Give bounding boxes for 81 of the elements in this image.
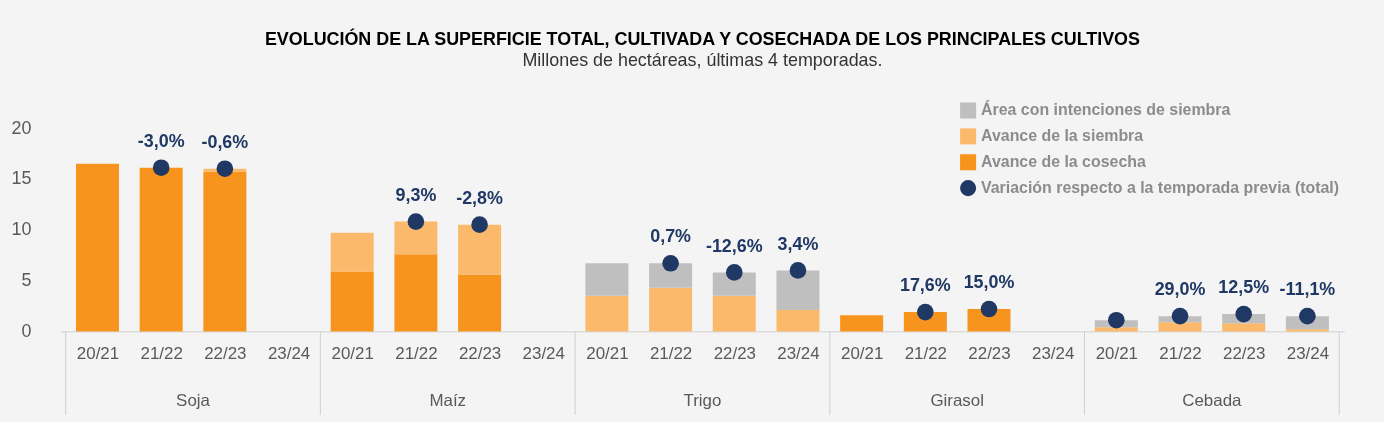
annotation: 29,0% bbox=[1154, 279, 1206, 300]
point bbox=[216, 160, 234, 178]
x-tick-label: 23/24 bbox=[1032, 343, 1075, 363]
text: Trigo bbox=[683, 391, 722, 411]
point bbox=[1108, 311, 1125, 329]
annotation: 15,0% bbox=[963, 272, 1015, 293]
legend-label: Avance de la cosecha bbox=[981, 153, 1146, 171]
point bbox=[1171, 307, 1189, 325]
x-tick-label: 22/23 bbox=[458, 343, 502, 363]
annotation: -0,6% bbox=[201, 131, 249, 152]
y-tick-label: 20 bbox=[11, 117, 32, 138]
x-tick-label: 21/22 bbox=[904, 343, 947, 363]
bar bbox=[712, 295, 756, 332]
annotation: 9,3% bbox=[395, 184, 437, 205]
annotation: -2,8% bbox=[456, 187, 504, 208]
point bbox=[789, 262, 807, 279]
bar bbox=[1222, 323, 1266, 332]
bar bbox=[458, 274, 502, 332]
x-tick-label: 21/22 bbox=[649, 343, 693, 363]
annotation: -12,6% bbox=[705, 235, 763, 256]
bar bbox=[394, 254, 438, 332]
legend-label: Avance de la siembra bbox=[981, 127, 1144, 145]
x-tick-label: 20/21 bbox=[331, 343, 374, 363]
x-tick-label: 20/21 bbox=[76, 343, 120, 363]
x-tick-label: 22/23 bbox=[204, 343, 247, 363]
point bbox=[917, 303, 934, 321]
chart-subtitle: Millones de hectáreas, últimas 4 temporadas. bbox=[522, 49, 883, 70]
chart-title: EVOLUCIÓN DE LA SUPERFICIE TOTAL, CULTIVADA Y COSECHADA DE LOS PRINCIPALES CULTIVOS bbox=[264, 27, 1141, 49]
x-tick-label: 21/22 bbox=[1159, 343, 1202, 363]
x-tick-label: 20/21 bbox=[586, 343, 629, 363]
bar bbox=[394, 221, 438, 255]
text: Soja bbox=[176, 391, 211, 411]
x-tick-label: 23/24 bbox=[777, 343, 820, 363]
bar bbox=[458, 224, 502, 275]
legend-label: Área con intenciones de siembra bbox=[981, 100, 1231, 119]
annotation: 3,4% bbox=[777, 233, 819, 254]
x-tick-label: 22/23 bbox=[968, 343, 1011, 363]
bar bbox=[840, 315, 884, 332]
x-tick-label: 22/23 bbox=[713, 343, 756, 363]
point bbox=[662, 254, 679, 272]
y-tick-label: 15 bbox=[11, 168, 32, 189]
bar bbox=[1094, 327, 1138, 332]
point bbox=[1235, 305, 1253, 323]
bar bbox=[649, 287, 693, 332]
y-tick-label: 10 bbox=[11, 219, 32, 240]
bar bbox=[1285, 329, 1329, 332]
annotation: -3,0% bbox=[137, 130, 185, 151]
bar bbox=[203, 171, 247, 332]
x-tick-label: 20/21 bbox=[840, 343, 884, 363]
bar bbox=[139, 167, 183, 332]
point bbox=[152, 159, 170, 177]
text: Maíz bbox=[429, 391, 467, 411]
bar bbox=[330, 232, 374, 272]
point bbox=[725, 264, 743, 281]
y-tick-label: 0 bbox=[21, 320, 32, 341]
text: Girasol bbox=[930, 391, 984, 411]
x-tick-label: 22/23 bbox=[1223, 343, 1266, 363]
point bbox=[980, 300, 998, 318]
bar bbox=[776, 310, 820, 332]
annotation: 17,6% bbox=[899, 275, 951, 296]
x-tick-label: 21/22 bbox=[140, 343, 183, 363]
x-tick-label: 20/21 bbox=[1095, 343, 1139, 363]
point bbox=[407, 213, 425, 230]
x-tick-label: 21/22 bbox=[395, 343, 438, 363]
x-tick-label: 23/24 bbox=[1286, 343, 1330, 363]
x-tick-label: 23/24 bbox=[522, 343, 565, 363]
legend-label: Variación respecto a la temporada previa (total) bbox=[981, 179, 1340, 197]
point bbox=[1299, 307, 1316, 325]
bar bbox=[330, 271, 374, 332]
y-tick-label: 5 bbox=[21, 270, 32, 291]
bar bbox=[776, 270, 820, 311]
annotation: 0,7% bbox=[650, 226, 692, 247]
annotation: 12,5% bbox=[1218, 277, 1270, 298]
bar bbox=[1158, 322, 1202, 332]
text: Cebada bbox=[1182, 391, 1243, 411]
bar bbox=[76, 163, 120, 332]
point bbox=[471, 216, 488, 233]
annotation: -11,1% bbox=[1279, 279, 1336, 300]
bar bbox=[585, 263, 629, 296]
bar bbox=[585, 295, 629, 332]
x-tick-label: 23/24 bbox=[267, 343, 311, 363]
